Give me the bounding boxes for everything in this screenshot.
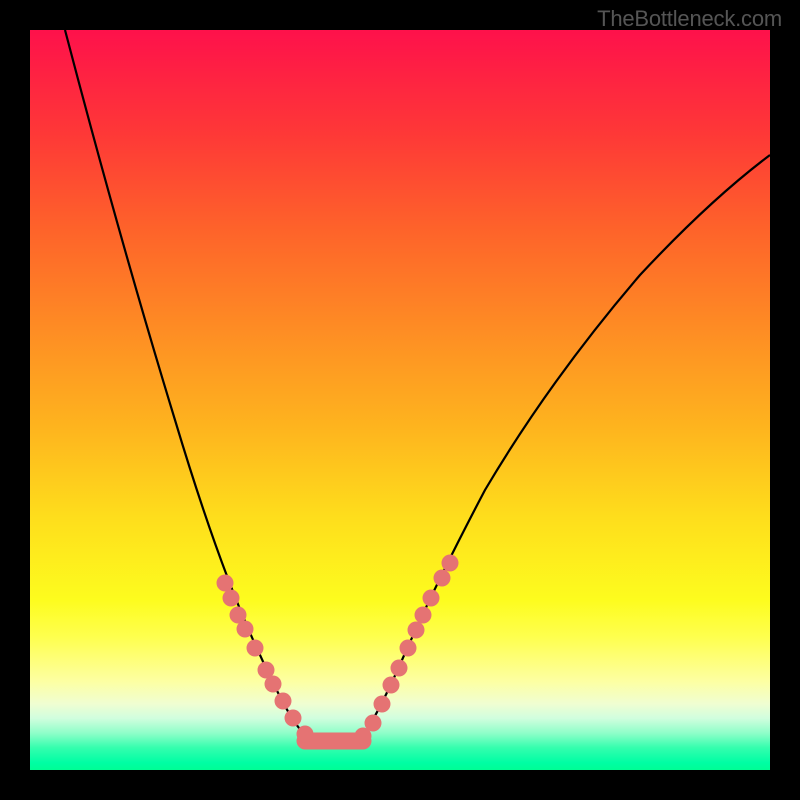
marker-point xyxy=(423,590,440,607)
watermark-text: TheBottleneck.com xyxy=(597,6,782,32)
marker-point xyxy=(297,726,314,743)
plot-area xyxy=(30,30,770,770)
marker-point xyxy=(217,575,234,592)
marker-point xyxy=(247,640,264,657)
marker-point xyxy=(442,555,459,572)
marker-point xyxy=(391,660,408,677)
marker-point xyxy=(408,622,425,639)
marker-point xyxy=(400,640,417,657)
marker-point xyxy=(383,677,400,694)
marker-point xyxy=(237,621,254,638)
marker-point xyxy=(265,676,282,693)
chart-svg xyxy=(30,30,770,770)
marker-point xyxy=(434,570,451,587)
marker-point xyxy=(365,715,382,732)
marker-point xyxy=(415,607,432,624)
marker-point xyxy=(275,693,292,710)
gradient-background xyxy=(30,30,770,770)
chart-frame: TheBottleneck.com xyxy=(0,0,800,800)
marker-point xyxy=(223,590,240,607)
marker-point xyxy=(285,710,302,727)
marker-point xyxy=(374,696,391,713)
